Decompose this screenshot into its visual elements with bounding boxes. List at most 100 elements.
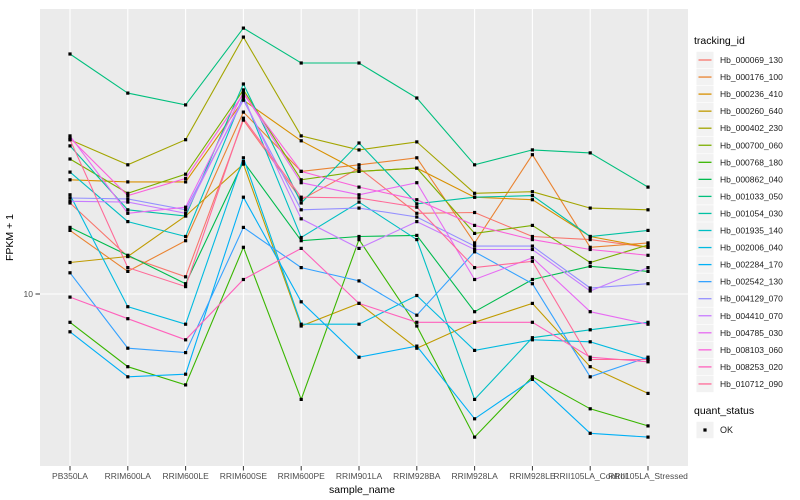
data-point: [184, 285, 188, 289]
data-point: [241, 92, 245, 96]
data-point: [646, 424, 650, 428]
data-point: [241, 116, 245, 120]
data-point: [68, 157, 72, 161]
data-point: [415, 293, 419, 298]
x-tick-label: RRIM600LE: [162, 471, 209, 481]
legend-entry-label: Hb_000069_130: [720, 55, 783, 65]
data-point: [415, 233, 419, 237]
data-point: [184, 172, 188, 176]
data-point: [184, 383, 188, 387]
data-point: [415, 211, 419, 215]
data-point: [646, 245, 650, 249]
data-point: [68, 271, 72, 275]
data-point: [68, 136, 72, 140]
data-point: [126, 163, 130, 167]
data-point: [241, 156, 245, 160]
data-point: [241, 94, 245, 98]
x-tick-label: RRIM901LA: [336, 471, 383, 481]
legend-entry-label: Hb_000176_100: [720, 72, 783, 82]
data-point: [415, 346, 419, 350]
data-point: [126, 211, 130, 215]
data-point: [357, 279, 361, 283]
data-point: [588, 340, 592, 344]
data-point: [68, 178, 72, 182]
data-point: [473, 210, 477, 215]
data-point: [646, 320, 650, 324]
data-point: [68, 330, 72, 334]
data-point: [646, 228, 650, 232]
data-point: [126, 346, 130, 350]
data-point: [184, 234, 188, 239]
data-point: [299, 181, 303, 185]
data-point: [299, 266, 303, 270]
data-point: [473, 435, 477, 439]
x-tick-label: RRII105LA_Stressed: [608, 471, 688, 481]
x-tick-label: RRIM928LE: [509, 471, 556, 481]
data-point: [126, 253, 130, 257]
data-point: [646, 185, 650, 189]
data-point: [184, 338, 188, 342]
legend-entry-label: Hb_000402_230: [720, 123, 783, 133]
data-point: [646, 208, 650, 212]
x-tick-label: RRII105LA_Control: [553, 471, 627, 481]
legend-entry-label: Hb_004410_070: [720, 311, 783, 321]
data-point: [530, 244, 534, 248]
data-point: [530, 277, 534, 282]
data-point: [126, 200, 130, 204]
data-point: [299, 134, 303, 138]
legend-entry-label: Hb_010712_090: [720, 379, 783, 389]
data-point: [241, 98, 245, 102]
data-point: [68, 138, 72, 142]
data-point: [299, 201, 303, 205]
data-point: [126, 197, 130, 201]
data-point: [126, 180, 130, 184]
legend-entry-label: Hb_004129_070: [720, 294, 783, 304]
data-point: [473, 417, 477, 421]
data-point: [588, 365, 592, 369]
data-point: [415, 202, 419, 206]
legend-entry-label: Hb_002284_170: [720, 260, 783, 270]
data-point: [299, 324, 303, 328]
data-point: [299, 139, 303, 143]
data-point: [588, 310, 592, 314]
data-point: [241, 162, 245, 166]
data-point: [126, 194, 130, 198]
data-point: [473, 241, 477, 245]
data-point: [241, 96, 245, 100]
data-point: [415, 198, 419, 202]
data-point: [588, 206, 592, 210]
data-point: [184, 208, 188, 212]
data-point: [357, 196, 361, 200]
data-point: [68, 225, 72, 229]
data-point: [588, 289, 592, 293]
data-point: [241, 110, 245, 114]
data-point: [184, 205, 188, 209]
data-point: [646, 360, 650, 364]
legend-entry-label: Hb_000862_040: [720, 174, 783, 184]
data-point: [357, 234, 361, 239]
data-point: [530, 375, 534, 379]
data-point: [588, 260, 592, 265]
data-point: [588, 151, 592, 155]
data-point: [357, 169, 361, 173]
data-point: [299, 322, 303, 326]
data-point: [530, 336, 534, 340]
data-point: [530, 377, 534, 381]
data-point: [68, 201, 72, 205]
data-point: [530, 198, 534, 202]
data-point: [646, 435, 650, 439]
data-point: [126, 375, 130, 379]
legend-entry-label: Hb_001935_140: [720, 226, 783, 236]
data-point: [415, 313, 419, 317]
y-tick-label: 10: [24, 289, 34, 299]
x-tick-label: RRIM928BA: [393, 471, 441, 481]
data-point: [299, 208, 303, 212]
legend-entry-label: Hb_000768_180: [720, 157, 783, 167]
data-point: [415, 344, 419, 348]
data-point: [473, 348, 477, 352]
data-point: [68, 295, 72, 299]
legend-title: tracking_id: [694, 35, 745, 47]
data-point: [473, 223, 477, 227]
data-point: [68, 228, 72, 232]
data-point: [299, 178, 303, 182]
